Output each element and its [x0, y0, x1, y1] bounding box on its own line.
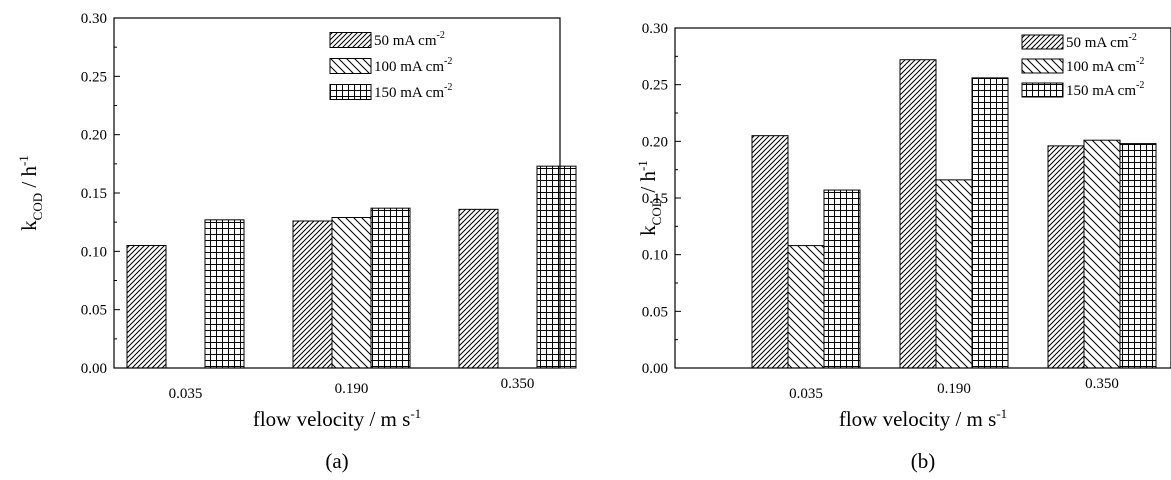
- x-tick-label-0.190: 0.190: [937, 381, 971, 397]
- bar-diagonal-up-0.350: [458, 208, 499, 369]
- legend-entry-text: 100 mA cm: [1066, 59, 1136, 75]
- y-tick-label: 0.20: [81, 128, 107, 144]
- y-axis-label-unit: / h: [636, 171, 660, 198]
- legend-swatch-grid: [1021, 82, 1064, 98]
- x-axis-label-sup: -1: [996, 406, 1007, 421]
- bar-diagonal-up-0.035: [126, 245, 167, 369]
- bar-diagonal-up-0.350: [1047, 145, 1085, 369]
- legend-entry-sup: -2: [1129, 32, 1137, 43]
- y-tick-label: 0.00: [642, 361, 668, 377]
- legend-entry: 150 mA cm-2: [1066, 80, 1144, 99]
- x-axis-label-text: flow velocity / m s: [253, 407, 410, 431]
- legend-swatch-diagonal-down: [1021, 58, 1064, 74]
- x-axis-label: flow velocity / m s-1: [839, 406, 1007, 431]
- x-tick-label-0.190: 0.190: [335, 381, 369, 397]
- x-axis-label-text: flow velocity / m s: [839, 407, 996, 431]
- y-axis-label-sup: -1: [635, 160, 650, 171]
- legend-entry: 150 mA cm-2: [374, 82, 452, 101]
- chart-panel-a: 0.00 0.05 0.10 0.15 0.20 0.25 0.30 0.035 0.190 0.…: [16, 11, 577, 473]
- y-axis-label-unit: / h: [17, 166, 41, 193]
- y-tick-label: 0.25: [642, 78, 668, 94]
- legend-entry-text: 50 mA cm: [1066, 35, 1129, 51]
- legend-swatch-diagonal-up: [329, 32, 372, 48]
- bar-grid-0.190: [370, 207, 411, 369]
- legend-entry-sup: -2: [1136, 80, 1144, 91]
- legend-swatch-diagonal-up: [1021, 34, 1064, 50]
- y-tick-label: 0.30: [81, 11, 107, 27]
- panel-label: (b): [911, 449, 936, 473]
- y-axis-label-sub: COD: [649, 198, 664, 225]
- x-axis-label-sup: -1: [410, 406, 421, 421]
- legend-entry-text: 150 mA cm: [1066, 83, 1136, 99]
- y-axis-label-sup: -1: [16, 155, 31, 166]
- x-axis-label: flow velocity / m s-1: [253, 406, 421, 431]
- y-axis-label-k: k: [17, 220, 41, 231]
- bar-diagonal-down-0.190: [935, 179, 973, 369]
- y-axis-label: kCOD / h-1: [635, 160, 664, 236]
- legend-entry-sup: -2: [444, 82, 452, 93]
- y-tick-label: 0.10: [642, 248, 668, 264]
- y-tick-label: 0.15: [81, 186, 107, 202]
- y-tick-label: 0.30: [642, 21, 668, 37]
- legend-entry-text: 50 mA cm: [374, 33, 437, 49]
- chart-panel-b: 0.00 0.05 0.10 0.15 0.20 0.25 0.30 0.035 0.190 0.…: [635, 21, 1171, 473]
- legend-entry: 100 mA cm-2: [374, 56, 452, 75]
- y-tick-label: 0.05: [81, 303, 107, 319]
- bar-diagonal-up-0.190: [292, 220, 333, 369]
- x-tick-label-0.350: 0.350: [1085, 376, 1119, 392]
- y-tick-label: 0.10: [81, 244, 107, 260]
- bar-diagonal-down-0.035: [787, 245, 825, 369]
- x-tick-label-0.035: 0.035: [169, 386, 203, 402]
- bar-diagonal-down-0.190: [331, 217, 372, 369]
- y-tick-label: 0.20: [642, 134, 668, 150]
- y-tick-label: 0.15: [642, 191, 668, 207]
- y-tick-label: 0.25: [81, 69, 107, 85]
- legend-swatch-diagonal-down: [329, 58, 372, 74]
- legend-entry-sup: -2: [444, 56, 452, 67]
- legend-entry: 50 mA cm-2: [374, 30, 445, 49]
- bar-grid-0.035: [204, 219, 245, 369]
- y-axis-label: kCOD / h-1: [16, 155, 45, 231]
- y-tick-label: 0.00: [81, 361, 107, 377]
- legend-swatch-grid: [329, 84, 372, 100]
- bar-grid-0.035: [823, 189, 861, 369]
- bar-diagonal-up-0.035: [751, 135, 789, 369]
- legend-entry: 100 mA cm-2: [1066, 56, 1144, 75]
- x-tick-label-0.035: 0.035: [789, 386, 823, 402]
- legend-entry-sup: -2: [1136, 56, 1144, 67]
- bar-diagonal-down-0.350: [1083, 139, 1121, 369]
- legend-entry-sup: -2: [437, 30, 445, 41]
- bar-grid-0.350: [1119, 143, 1157, 369]
- y-axis-label-k: k: [636, 225, 660, 236]
- legend-entry-text: 150 mA cm: [374, 85, 444, 101]
- x-tick-label-0.350: 0.350: [501, 376, 535, 392]
- bar-grid-0.350: [536, 165, 577, 369]
- bar-grid-0.190: [971, 77, 1009, 369]
- y-tick-label: 0.05: [642, 304, 668, 320]
- panel-label: (a): [325, 449, 348, 473]
- legend-entry-text: 100 mA cm: [374, 59, 444, 75]
- bar-diagonal-up-0.190: [899, 59, 937, 369]
- legend-entry: 50 mA cm-2: [1066, 32, 1137, 51]
- y-axis-label-sub: COD: [30, 193, 45, 220]
